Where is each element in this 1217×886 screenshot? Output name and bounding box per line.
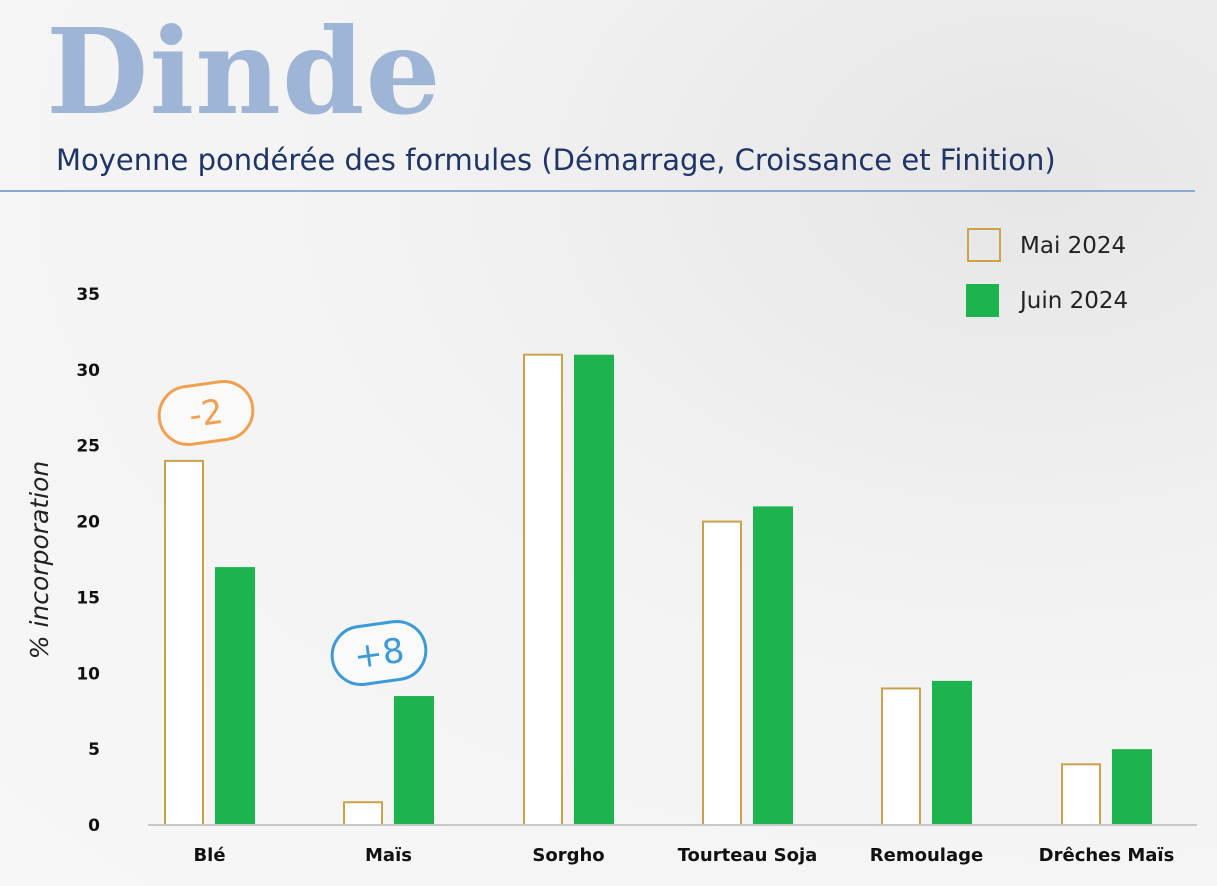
bar-juin-2024 [574,354,614,825]
bar-juin-2024 [932,680,972,825]
legend: Mai 2024 Juin 2024 [966,228,1128,317]
y-tick-label: 0 [88,816,100,836]
bar-juin-2024 [394,696,434,825]
legend-label-mai: Mai 2024 [1020,233,1126,259]
y-tick-label: 20 [76,513,100,533]
page-subtitle: Moyenne pondérée des formules (Démarrage… [56,143,1056,177]
y-tick-label: 15 [76,588,100,608]
bar-juin-2024 [215,567,255,825]
annotations: -2 +8 [157,379,428,687]
y-tick-label: 25 [76,437,100,457]
x-category-label: Tourteau Soja [678,845,818,866]
legend-swatch-mai [967,228,1001,262]
bar-mai-2024 [702,520,742,826]
x-category-label: Remoulage [870,845,983,866]
bar-mai-2024 [881,687,921,827]
bars [164,353,1152,827]
bar-juin-2024 [1112,749,1152,825]
bar-juin-2024 [753,506,793,825]
x-category-label: Sorgho [532,845,604,866]
change-badge-outline [157,379,255,447]
change-badge-label: +8 [352,631,407,678]
change-badge-outline [330,619,428,687]
x-category-label: Drêches Maïs [1039,845,1175,866]
y-axis-label: % incorporation [25,461,54,659]
y-axis-ticks: 0 5 10 15 20 25 30 35 [76,285,100,836]
change-badge: -2 [157,379,255,447]
y-tick-label: 10 [76,664,100,684]
x-category-label: Maïs [365,845,412,866]
legend-swatch-juin [966,284,999,317]
x-category-label: Blé [193,845,225,866]
change-badge-label: -2 [187,392,226,436]
page-title: Dinde [46,2,442,141]
bar-mai-2024 [164,459,204,826]
legend-label-juin: Juin 2024 [1018,288,1128,314]
bar-mai-2024 [523,353,563,826]
bar-mai-2024 [1061,763,1101,826]
x-axis-categories: Blé Maïs Sorgho Tourteau Soja Remoulage Drêch… [193,845,1174,866]
title-divider [0,190,1195,192]
y-tick-label: 5 [88,740,100,760]
change-badge: +8 [330,619,428,687]
y-tick-label: 30 [76,361,100,381]
y-tick-label: 35 [76,285,100,305]
bar-mai-2024 [343,801,383,827]
